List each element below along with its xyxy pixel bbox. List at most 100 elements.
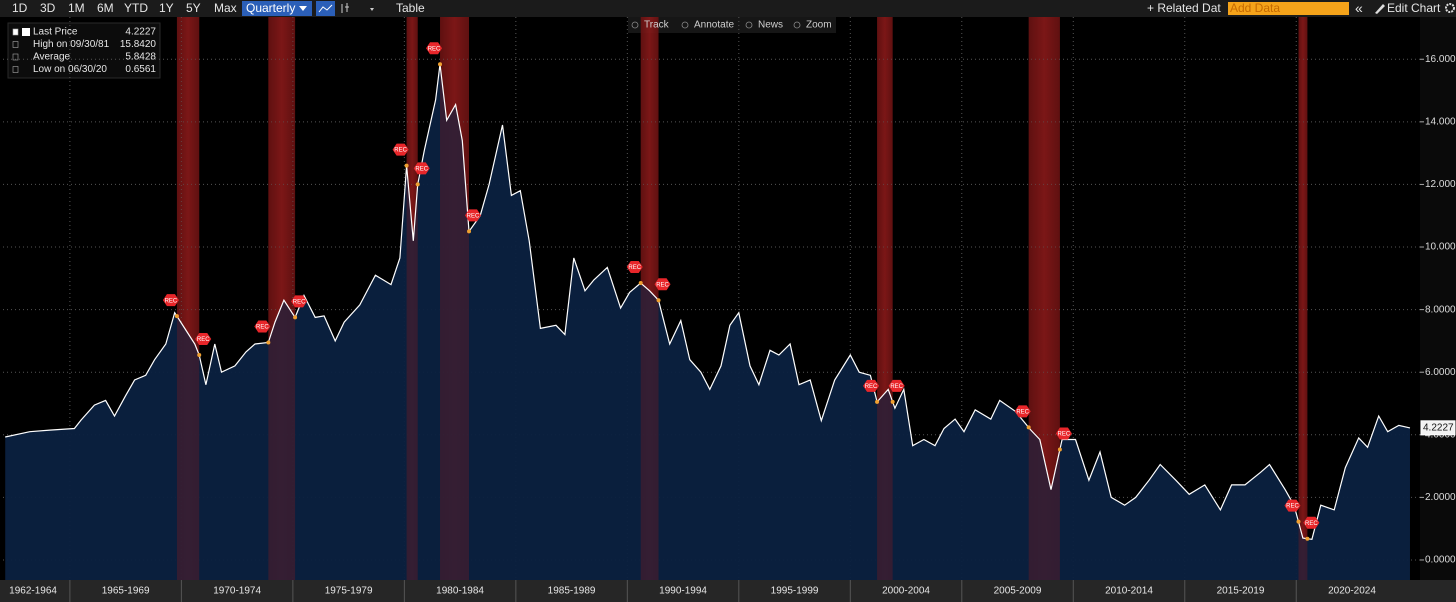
recession-overlay [176, 17, 200, 580]
rec-tag-label: REC [1016, 409, 1029, 415]
table-button[interactable]: Table [396, 1, 425, 15]
recession-point [656, 298, 661, 303]
legend-icon [12, 66, 19, 73]
rec-tag [626, 261, 643, 274]
rec-tag [1284, 499, 1301, 512]
period-button[interactable]: 6M [97, 1, 114, 15]
recession-overlay [406, 17, 418, 580]
recession-overlay [1028, 17, 1060, 580]
recession-point [875, 399, 880, 404]
recession-point [266, 340, 271, 345]
legend-value: 4.2227 [125, 27, 156, 38]
rec-tag [413, 162, 430, 175]
rec-tag-label: REC [890, 384, 903, 390]
chart-tool[interactable]: Track [644, 20, 670, 31]
legend-icon [12, 41, 19, 48]
recession-overlay [1298, 17, 1308, 580]
chart-tool[interactable]: Annotate [694, 20, 734, 31]
legend-box [7, 22, 161, 79]
recession-point [404, 163, 409, 168]
x-tick-label: 2005-2009 [994, 586, 1042, 597]
legend-icon [12, 28, 19, 36]
tool-icon [793, 21, 801, 29]
rec-tag-label: REC [1058, 432, 1071, 438]
area [5, 64, 1411, 581]
tool-icon [681, 21, 689, 29]
period-button[interactable]: 5Y [186, 1, 201, 15]
frequency-button[interactable]: Quarterly [246, 1, 296, 15]
x-tick-label: 1990-1994 [659, 586, 707, 597]
period-button[interactable]: 1M [68, 1, 85, 15]
recession-point [1057, 447, 1062, 452]
chart-tool[interactable]: Zoom [806, 20, 832, 31]
period-button[interactable]: YTD [124, 1, 148, 15]
tool-icon [745, 21, 753, 29]
recession-point [638, 281, 643, 286]
candle-icon [341, 3, 349, 13]
chart-tool[interactable]: News [758, 20, 783, 31]
y-axis-band [1420, 17, 1456, 580]
rec-tag-label: REC [197, 337, 210, 343]
gear-icon [1445, 3, 1455, 13]
rec-tag-label: REC [1305, 521, 1318, 527]
collapse-button[interactable]: « [1355, 0, 1363, 16]
x-tick-label: 1980-1984 [436, 586, 484, 597]
edit-chart-button[interactable]: Edit Chart [1387, 1, 1441, 15]
rec-tag-label: REC [415, 167, 428, 173]
chart-tools-bg [628, 17, 836, 33]
y-tick-label: 12.0000 [1425, 179, 1456, 190]
rec-tag [465, 209, 482, 222]
recession-point [197, 352, 202, 357]
legend-swatch [22, 28, 30, 36]
legend-label: Last Price [33, 27, 78, 38]
period-button[interactable]: 1D [12, 1, 28, 15]
rec-tag-label: REC [428, 46, 441, 52]
x-tick-label: 1985-1989 [548, 586, 596, 597]
period-button[interactable]: 1Y [159, 1, 174, 15]
rec-tag-label: REC [165, 298, 178, 304]
x-tick-label: 2000-2004 [882, 586, 930, 597]
add-data-input [1228, 2, 1349, 15]
legend-label: Low on 06/30/20 [33, 64, 107, 75]
related-data-button[interactable]: + Related Dat [1147, 1, 1221, 15]
rec-tag-label: REC [293, 300, 306, 306]
rec-tag [1014, 405, 1031, 418]
x-tick-label: 1962-1964 [9, 586, 57, 597]
line-icon [318, 4, 333, 13]
y-tick-label: 14.0000 [1425, 116, 1456, 127]
menu-arrow [370, 8, 374, 11]
rec-tag [254, 320, 271, 333]
recession-point [293, 315, 298, 320]
x-axis-band [0, 580, 1456, 602]
legend-value: 5.8428 [125, 52, 156, 63]
x-tick-label: 1970-1974 [213, 586, 261, 597]
legend-label: Average [33, 52, 71, 63]
pencil-icon [1375, 4, 1385, 14]
period-button[interactable]: Max [214, 1, 237, 15]
period-button[interactable]: 3D [40, 1, 56, 15]
rec-tag [1055, 427, 1072, 440]
legend-icon [12, 53, 19, 61]
recession-overlay [440, 17, 470, 580]
rec-tag-label: REC [656, 282, 669, 288]
legend-value: 15.8420 [120, 39, 157, 50]
legend-label: High on 09/30/81 [33, 39, 110, 50]
recession-overlay [268, 17, 296, 580]
rec-tag-label: REC [865, 384, 878, 390]
recession-overlay [877, 17, 893, 580]
y-tick-label: 2.0000 [1425, 492, 1456, 503]
rec-tag [654, 278, 671, 291]
last-price-tag [1420, 420, 1456, 436]
price-line [5, 64, 1411, 540]
rec-tag [291, 295, 308, 308]
last-price-label: 4.2227 [1423, 422, 1454, 433]
x-tick-label: 1995-1999 [771, 586, 819, 597]
add-data-input[interactable]: Add Data [1230, 1, 1281, 15]
rec-tag [195, 332, 212, 345]
x-tick-label: 1965-1969 [102, 586, 150, 597]
rec-tag-label: REC [1286, 504, 1299, 510]
recession-point [1026, 425, 1031, 430]
rec-tag-label: REC [256, 325, 269, 331]
recession-band [1298, 17, 1308, 580]
